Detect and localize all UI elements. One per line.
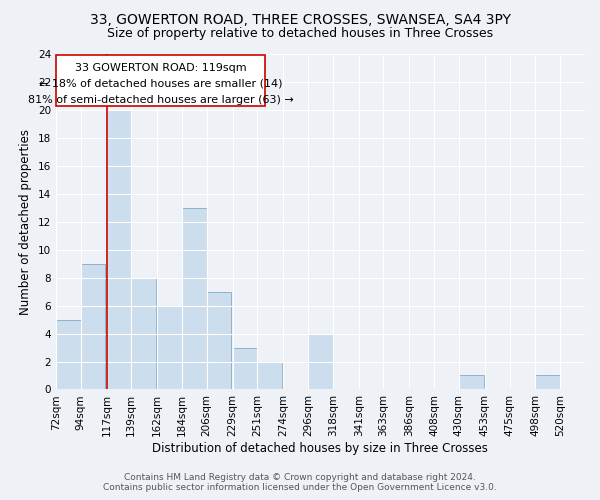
- Bar: [131, 278, 156, 390]
- FancyBboxPatch shape: [56, 56, 265, 106]
- Text: ← 18% of detached houses are smaller (14): ← 18% of detached houses are smaller (14…: [39, 79, 283, 89]
- Bar: [459, 376, 484, 390]
- X-axis label: Distribution of detached houses by size in Three Crosses: Distribution of detached houses by size …: [152, 442, 488, 455]
- Text: Size of property relative to detached houses in Three Crosses: Size of property relative to detached ho…: [107, 28, 493, 40]
- Bar: [182, 208, 207, 390]
- Bar: [157, 306, 182, 390]
- Text: 33, GOWERTON ROAD, THREE CROSSES, SWANSEA, SA4 3PY: 33, GOWERTON ROAD, THREE CROSSES, SWANSE…: [89, 12, 511, 26]
- Bar: [80, 264, 106, 390]
- Bar: [535, 376, 560, 390]
- Bar: [233, 348, 257, 390]
- Bar: [308, 334, 333, 390]
- Bar: [56, 320, 80, 390]
- Text: Contains HM Land Registry data © Crown copyright and database right 2024.
Contai: Contains HM Land Registry data © Crown c…: [103, 473, 497, 492]
- Bar: [257, 362, 282, 390]
- Bar: [207, 292, 232, 390]
- Text: 33 GOWERTON ROAD: 119sqm: 33 GOWERTON ROAD: 119sqm: [75, 63, 247, 73]
- Text: 81% of semi-detached houses are larger (63) →: 81% of semi-detached houses are larger (…: [28, 94, 293, 104]
- Y-axis label: Number of detached properties: Number of detached properties: [19, 128, 32, 314]
- Bar: [107, 110, 131, 390]
